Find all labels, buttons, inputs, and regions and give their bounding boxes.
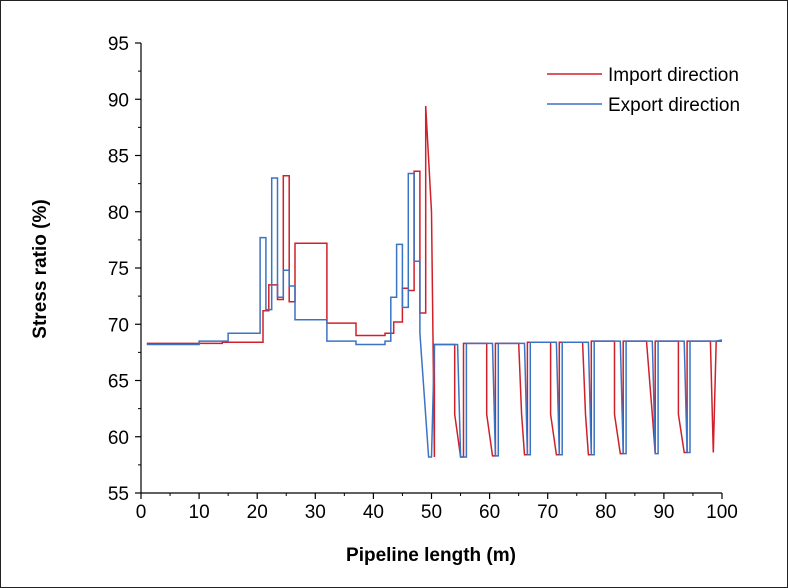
y-axis-title: Stress ratio (%) (30, 199, 51, 338)
legend: Import direction Export direction (547, 65, 740, 116)
export-direction-series-line (146, 172, 723, 458)
legend-label-import: Import direction (608, 65, 739, 86)
x-tick-label: 20 (247, 502, 268, 523)
x-tick-label: 10 (189, 502, 210, 523)
x-tick-label: 60 (479, 502, 500, 523)
legend-label-export: Export direction (608, 95, 740, 116)
ticks-layer: 0 10 20 30 40 50 60 70 80 90 100 55 60 65 70 75 80 85 90 95 (108, 34, 738, 523)
x-tick-label: 80 (595, 502, 616, 523)
y-tick-label: 85 (108, 147, 129, 168)
x-tick-label: 40 (363, 502, 384, 523)
import-direction-series-line (146, 105, 722, 458)
x-tick-label: 0 (136, 502, 147, 523)
x-tick-label: 100 (706, 502, 738, 523)
x-axis-title: Pipeline length (m) (346, 545, 516, 566)
series-layer (146, 105, 723, 458)
y-tick-label: 95 (108, 34, 129, 55)
x-tick-label: 30 (305, 502, 326, 523)
x-tick-label: 70 (537, 502, 558, 523)
y-tick-label: 80 (108, 203, 129, 224)
y-tick-label: 70 (108, 315, 129, 336)
y-tick-label: 65 (108, 372, 129, 393)
y-tick-label: 75 (108, 259, 129, 280)
x-tick-label: 90 (653, 502, 674, 523)
x-tick-label: 50 (421, 502, 442, 523)
y-tick-label: 55 (108, 484, 129, 505)
y-tick-label: 90 (108, 90, 129, 111)
y-tick-label: 60 (108, 428, 129, 449)
